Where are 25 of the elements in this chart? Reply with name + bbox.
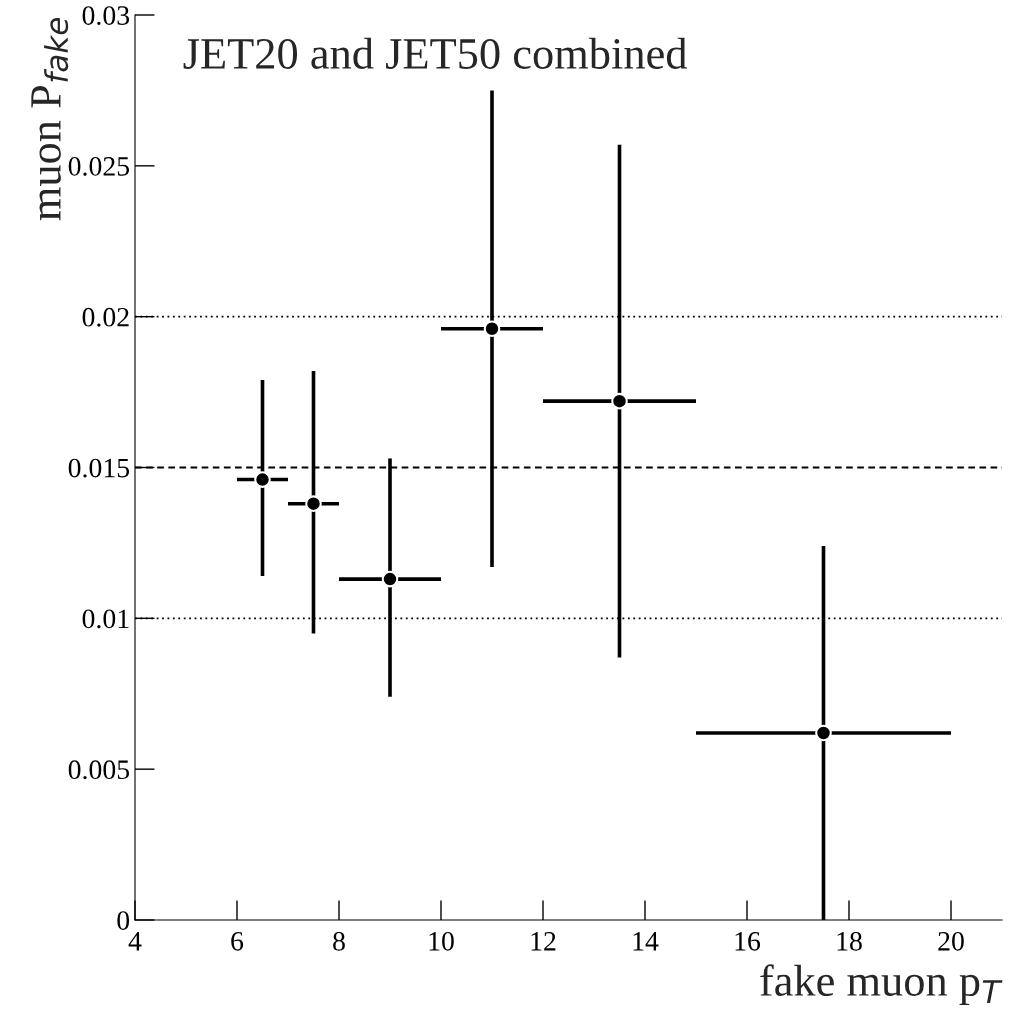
y-tick-label: 0.015	[68, 458, 130, 478]
x-tick-label: 14	[633, 932, 659, 951]
point	[483, 320, 501, 338]
point	[254, 471, 271, 488]
point	[305, 495, 322, 513]
y-axis-title: muon P$_{fake}$	[31, 17, 69, 221]
y-tick-label: 0.02	[82, 307, 129, 327]
annotation: JET20 and JET50 combined	[183, 37, 687, 69]
x-tick-label: 20	[938, 931, 964, 951]
x-tick-label: 10	[429, 931, 454, 951]
point	[815, 724, 832, 742]
y-tick-label: 0.005	[68, 760, 130, 780]
x-tick-label: 4	[128, 932, 142, 951]
x-axis-title: fake muon p$_{T}$	[760, 964, 1003, 1006]
x-tick-label: 6	[231, 931, 244, 951]
y-tick-label: 0	[117, 911, 130, 930]
x-tick-label: 18	[837, 931, 862, 951]
x-tick-label: 12	[531, 931, 556, 951]
x-tick-label: 16	[735, 931, 761, 951]
y-tick-label: 0.03	[82, 6, 130, 26]
x-tick-label: 8	[333, 931, 345, 951]
y-tick-label: 0.01	[82, 609, 129, 629]
point	[381, 570, 399, 588]
point	[611, 392, 628, 410]
y-tick-label: 0.025	[68, 157, 130, 176]
